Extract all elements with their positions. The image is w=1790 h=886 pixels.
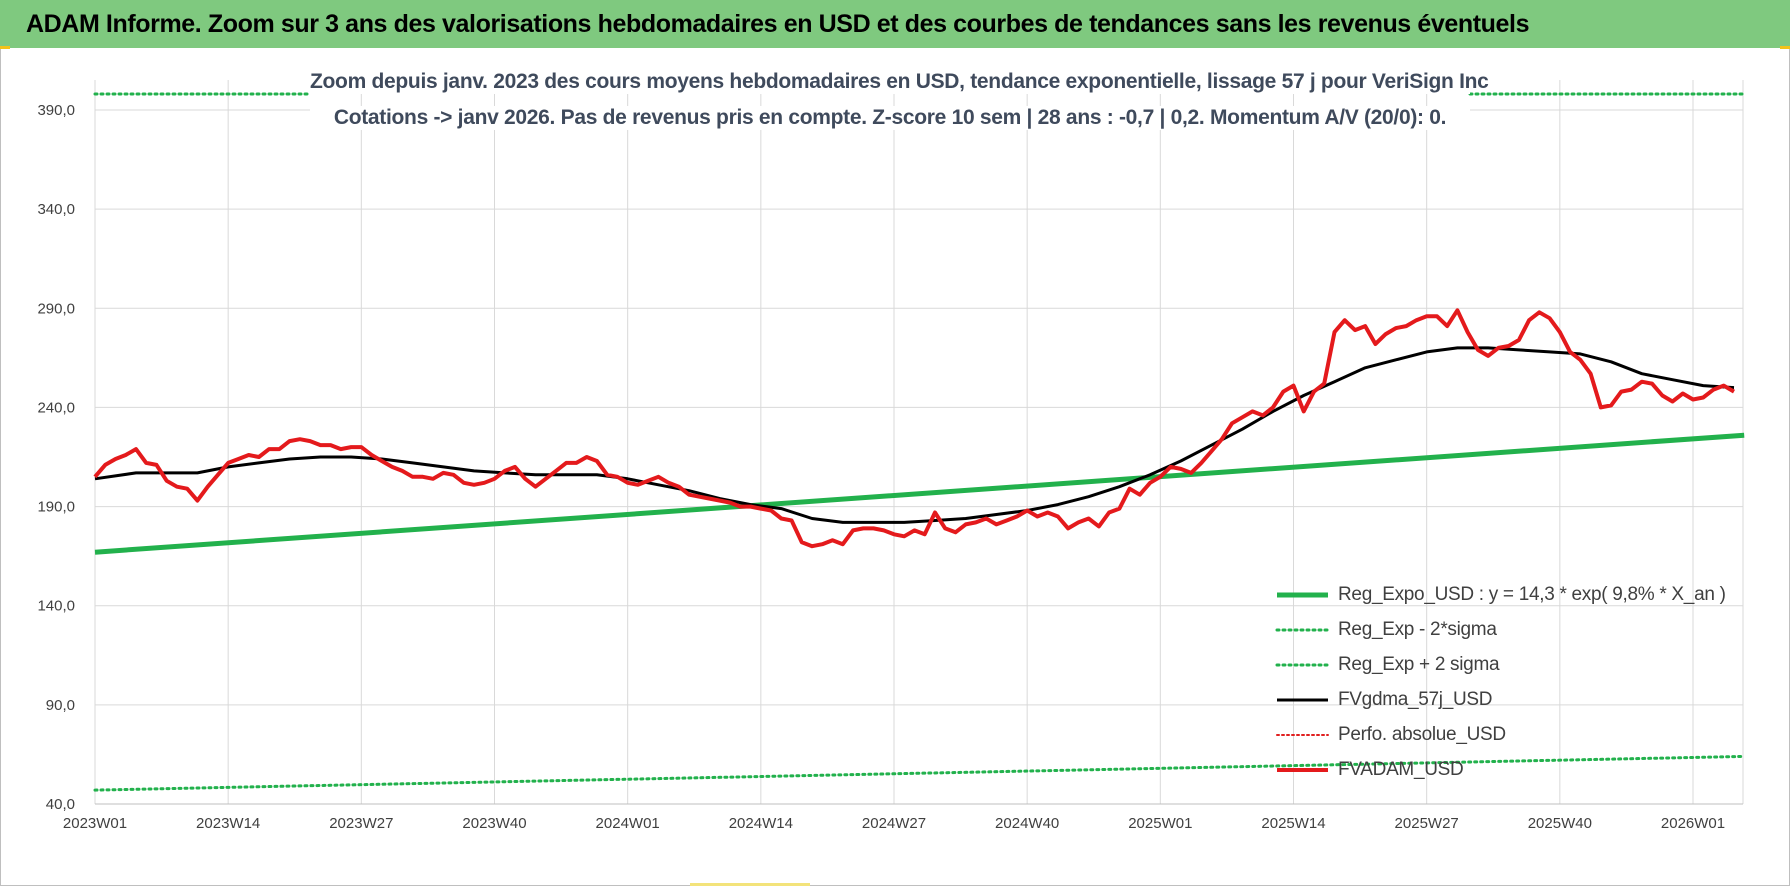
legend-swatch: [1275, 628, 1330, 631]
y-tick-label: 390,0: [37, 102, 75, 119]
x-tick-label: 2024W01: [596, 815, 660, 832]
y-tick-label: 90,0: [46, 697, 75, 714]
series-sigma-minus: [93, 754, 1746, 792]
legend-item: FVADAM_USD: [1275, 752, 1745, 787]
legend-swatch: [1277, 698, 1328, 701]
x-tick-label: 2023W14: [196, 815, 260, 832]
x-axis: 2023W01 2023W14 2023W27 2023W40 2024W01 2024W…: [63, 815, 1725, 832]
corner-accent-left: [0, 46, 10, 49]
y-tick-label: 40,0: [46, 796, 75, 813]
legend-swatch: [1275, 663, 1330, 666]
corner-accent-right: [1780, 46, 1790, 49]
x-tick-label: 2025W40: [1528, 815, 1592, 832]
bottom-accent: [690, 883, 810, 886]
legend-item: Reg_Exp - 2*sigma: [1275, 612, 1745, 647]
y-tick-label: 240,0: [37, 399, 75, 416]
x-tick-label: 2025W27: [1395, 815, 1459, 832]
x-tick-label: 2025W01: [1128, 815, 1192, 832]
legend-label: FVADAM_USD: [1338, 758, 1464, 780]
x-tick-label: 2023W40: [462, 815, 526, 832]
legend-item: FVgdma_57j_USD: [1275, 682, 1745, 717]
legend: Reg_Expo_USD : y = 14,3 * exp( 9,8% * X_…: [1275, 577, 1745, 787]
grid: [94, 80, 1744, 805]
x-tick-label: 2023W01: [63, 815, 127, 832]
chart-title-line2: Cotations -> janv 2026. Pas de revenus p…: [310, 106, 1470, 130]
legend-label: Perfo. absolue_USD: [1338, 723, 1506, 745]
legend-label: Reg_Exp - 2*sigma: [1338, 618, 1497, 640]
y-tick-label: 340,0: [37, 201, 75, 218]
chart-title-line1: Zoom depuis janv. 2023 des cours moyens …: [310, 70, 1489, 94]
y-tick-label: 140,0: [37, 598, 75, 615]
header-bar: ADAM Informe. Zoom sur 3 ans des valoris…: [0, 0, 1790, 48]
x-tick-label: 2024W14: [729, 815, 793, 832]
legend-label: FVgdma_57j_USD: [1338, 688, 1493, 710]
x-tick-label: 2024W27: [862, 815, 926, 832]
legend-swatch: [1277, 767, 1328, 772]
legend-item: Reg_Expo_USD : y = 14,3 * exp( 9,8% * X_…: [1275, 577, 1745, 612]
x-tick-label: 2026W01: [1661, 815, 1725, 832]
series-reg-expo: [94, 432, 1745, 555]
legend-swatch: [1276, 733, 1329, 736]
series-lines: [93, 92, 1746, 792]
legend-item: Perfo. absolue_USD: [1275, 717, 1745, 752]
x-tick-label: 2023W27: [329, 815, 393, 832]
x-tick-label: 2025W14: [1261, 815, 1325, 832]
y-tick-label: 190,0: [37, 499, 75, 516]
x-tick-label: 2024W40: [995, 815, 1059, 832]
legend-label: Reg_Exp + 2 sigma: [1338, 653, 1500, 675]
y-axis: 40,0 90,0 140,0 190,0 240,0 290,0 340,0 390,0: [37, 102, 75, 813]
legend-item: Reg_Exp + 2 sigma: [1275, 647, 1745, 682]
series-fvadam: [93, 308, 1736, 549]
y-tick-label: 290,0: [37, 300, 75, 317]
legend-label: Reg_Expo_USD : y = 14,3 * exp( 9,8% * X_…: [1338, 583, 1726, 605]
page-title: ADAM Informe. Zoom sur 3 ans des valoris…: [26, 9, 1530, 38]
legend-swatch: [1277, 592, 1328, 597]
